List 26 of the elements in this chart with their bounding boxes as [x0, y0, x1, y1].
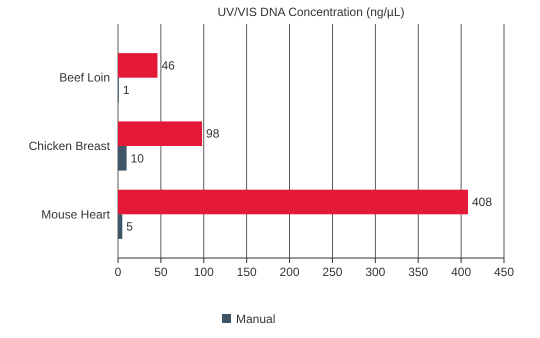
data-label: 5: [126, 220, 134, 234]
x-tick-label: 100: [194, 265, 214, 279]
bar: [118, 190, 468, 214]
data-label: 46: [161, 58, 176, 72]
x-tick-label: 450: [494, 265, 514, 279]
data-label: 408: [472, 195, 492, 209]
x-tick-label: 300: [365, 265, 386, 279]
legend-label: Manual: [236, 312, 276, 326]
x-tick-label: 150: [236, 265, 257, 279]
data-label: 1: [122, 83, 130, 97]
bar: [118, 121, 202, 146]
x-tick-label: 250: [322, 265, 343, 279]
data-label: 98: [206, 126, 220, 141]
bar: [118, 53, 158, 78]
x-tick-label: 50: [154, 265, 168, 279]
bar: [118, 214, 122, 239]
x-tick-label: 400: [451, 265, 472, 279]
y-tick-label: Beef Loin: [59, 70, 110, 85]
chart-title: UV/VIS DNA Concentration (ng/µL): [218, 5, 404, 19]
x-tick-label: 350: [408, 265, 429, 279]
y-tick-label: Mouse Heart: [41, 207, 111, 222]
x-tick-label: 200: [280, 265, 300, 279]
x-tick-label: 0: [114, 265, 122, 279]
data-label: 10: [130, 151, 144, 166]
bar: [118, 146, 127, 171]
y-tick-label: Chicken Breast: [28, 139, 111, 153]
